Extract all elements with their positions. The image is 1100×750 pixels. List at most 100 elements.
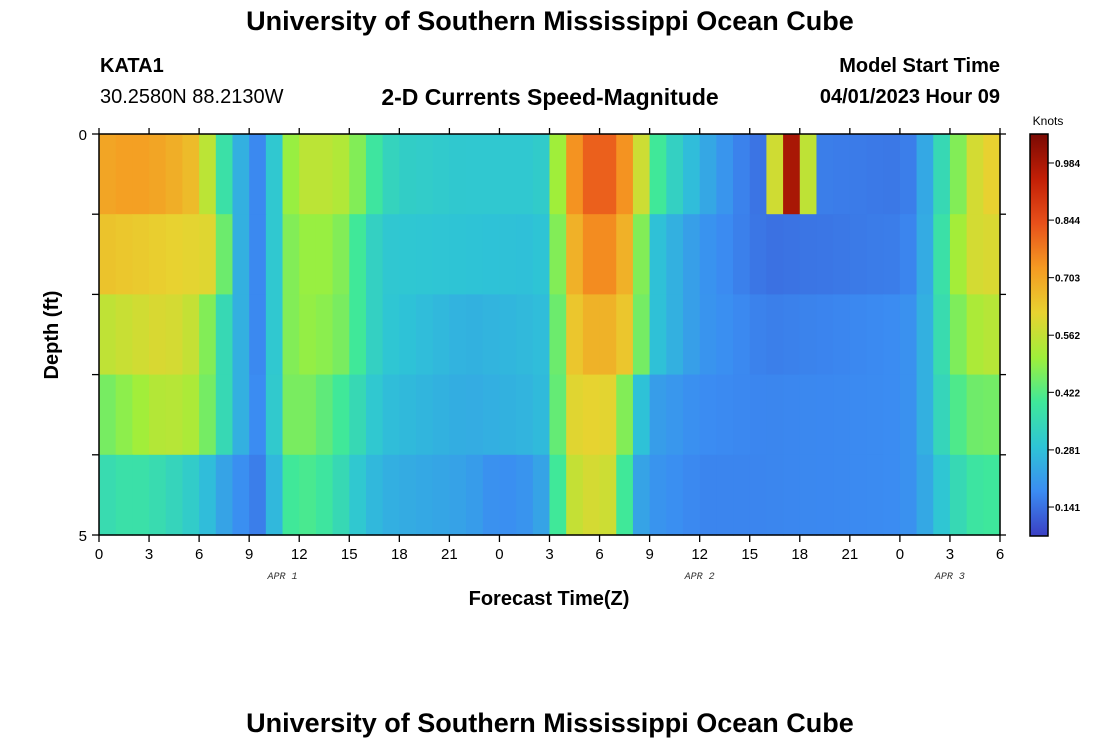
heatmap-cell xyxy=(449,294,467,376)
heatmap-cell xyxy=(299,374,317,456)
heatmap-cell xyxy=(115,454,133,536)
heatmap-cell xyxy=(816,454,834,536)
heatmap-cell xyxy=(899,454,918,536)
heatmap-cell xyxy=(365,294,384,376)
heatmap-cell xyxy=(966,214,984,295)
heatmap-cell xyxy=(949,134,968,215)
heatmap-cell xyxy=(699,134,717,215)
heatmap-cell xyxy=(499,454,517,536)
heatmap-cell xyxy=(199,454,217,536)
heatmap-cell xyxy=(482,454,501,536)
heatmap-cell xyxy=(766,294,784,376)
heatmap-cell xyxy=(599,134,617,215)
heatmap-cell xyxy=(349,134,367,215)
footer-title: University of Southern Mississippi Ocean… xyxy=(246,708,854,738)
heatmap-cell xyxy=(115,134,133,215)
x-tick-label: 12 xyxy=(291,546,308,563)
x-tick-label: 0 xyxy=(95,546,103,563)
heatmap-cell xyxy=(399,214,417,295)
heatmap-cell xyxy=(182,294,200,376)
colorbar-tick-label: 0.562 xyxy=(1055,331,1080,342)
heatmap-cell xyxy=(282,454,300,536)
heatmap-cell xyxy=(182,374,200,456)
heatmap-cell xyxy=(866,454,884,536)
heatmap-cell xyxy=(716,454,734,536)
heatmap-cell xyxy=(399,374,417,456)
heatmap-cell xyxy=(282,294,300,376)
heatmap-cell xyxy=(766,134,784,215)
heatmap-cell xyxy=(682,214,701,295)
heatmap-cell xyxy=(632,134,651,215)
x-tick-label: 18 xyxy=(791,546,808,563)
heatmap-cell xyxy=(165,214,184,295)
heatmap-cell xyxy=(766,374,784,456)
heatmap-cell xyxy=(365,134,384,215)
heatmap-cell xyxy=(265,454,284,536)
y-tick-label: 5 xyxy=(79,528,87,545)
x-tick-label: 9 xyxy=(245,546,253,563)
heatmap-cell xyxy=(215,454,234,536)
heatmap-cell xyxy=(933,374,951,456)
heatmap-cell xyxy=(482,374,501,456)
colorbar-tick-label: 0.844 xyxy=(1055,216,1080,227)
heatmap-cell xyxy=(849,214,868,295)
heatmap-cell xyxy=(349,214,367,295)
heatmap-cell xyxy=(265,214,284,295)
heatmap-cell xyxy=(249,134,267,215)
x-tick-label: 18 xyxy=(391,546,408,563)
heatmap-cell xyxy=(916,294,934,376)
heatmap-cell xyxy=(916,134,934,215)
heatmap-cell xyxy=(115,374,133,456)
heatmap-cell xyxy=(365,374,384,456)
colorbar-tick-label: 0.281 xyxy=(1055,446,1080,457)
heatmap-cell xyxy=(933,294,951,376)
heatmap-cell xyxy=(332,294,350,376)
heatmap-cell xyxy=(165,374,184,456)
heatmap-cell xyxy=(983,454,1001,536)
heatmap-cell xyxy=(799,374,818,456)
heatmap-cell xyxy=(549,294,567,376)
heatmap-cell xyxy=(549,374,567,456)
heatmap-cell xyxy=(332,374,350,456)
colorbar-ticks: 0.984 0.844 0.703 0.562 0.422 0.281 0.141 xyxy=(1048,159,1080,514)
heatmap-cell xyxy=(449,214,467,295)
heatmap-cell xyxy=(349,294,367,376)
heatmap-cell xyxy=(232,134,250,215)
heatmap-cell xyxy=(249,294,267,376)
heatmap-cell xyxy=(299,214,317,295)
heatmap-cell xyxy=(566,454,584,536)
heatmap-cell xyxy=(949,294,968,376)
heatmap-cell xyxy=(883,214,901,295)
heatmap-cell xyxy=(299,454,317,536)
heatmap-cell xyxy=(149,214,167,295)
heatmap-cell xyxy=(499,374,517,456)
heatmap-cell xyxy=(799,294,818,376)
heatmap-cell xyxy=(816,374,834,456)
heatmap-cell xyxy=(933,214,951,295)
heatmap-cell xyxy=(365,214,384,295)
x-tick-label: 3 xyxy=(545,546,553,563)
heatmap-cell xyxy=(699,214,717,295)
heatmap-cell xyxy=(532,374,551,456)
heatmap-cell xyxy=(783,294,801,376)
heatmap-cell xyxy=(165,454,184,536)
heatmap-cell xyxy=(983,294,1001,376)
heatmap-cell xyxy=(899,214,918,295)
heatmap-cell xyxy=(432,374,450,456)
heatmap-cell xyxy=(716,374,734,456)
heatmap-cell xyxy=(232,214,250,295)
heatmap-cell xyxy=(265,134,284,215)
heatmap-cells xyxy=(99,134,1001,536)
page-title: University of Southern Mississippi Ocean… xyxy=(246,6,854,36)
heatmap-cell xyxy=(466,294,484,376)
heatmap-cell xyxy=(733,134,751,215)
heatmap-cell xyxy=(766,214,784,295)
heatmap-cell xyxy=(949,374,968,456)
heatmap-cell xyxy=(132,454,150,536)
heatmap-cell xyxy=(616,374,634,456)
heatmap-cell xyxy=(315,454,334,536)
heatmap-cell xyxy=(733,374,751,456)
heatmap-cell xyxy=(482,134,501,215)
heatmap-cell xyxy=(649,454,667,536)
heatmap-cell xyxy=(482,214,501,295)
